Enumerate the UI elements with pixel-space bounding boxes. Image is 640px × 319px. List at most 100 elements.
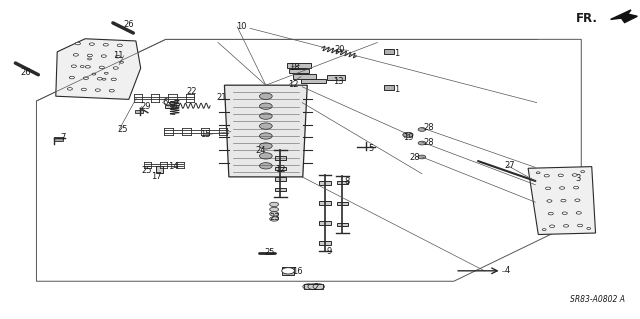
- Circle shape: [564, 225, 568, 227]
- Text: 4: 4: [505, 266, 510, 275]
- Circle shape: [572, 174, 577, 176]
- Circle shape: [259, 123, 272, 129]
- Circle shape: [308, 284, 319, 289]
- Text: 12: 12: [288, 80, 299, 89]
- Circle shape: [575, 199, 580, 202]
- Bar: [54, 137, 63, 141]
- Circle shape: [282, 268, 294, 274]
- Polygon shape: [292, 74, 316, 79]
- Text: 1: 1: [394, 85, 399, 94]
- Polygon shape: [282, 267, 294, 275]
- Circle shape: [269, 212, 278, 216]
- Text: 2: 2: [314, 283, 319, 292]
- Text: 22: 22: [186, 87, 196, 96]
- Circle shape: [101, 55, 106, 57]
- Text: 25: 25: [141, 166, 152, 175]
- Polygon shape: [319, 181, 331, 185]
- Circle shape: [102, 78, 106, 80]
- Circle shape: [418, 141, 426, 145]
- Text: 28: 28: [409, 153, 420, 162]
- Circle shape: [561, 199, 566, 202]
- Polygon shape: [337, 223, 348, 226]
- Text: 23: 23: [269, 212, 280, 222]
- Text: FR.: FR.: [576, 12, 598, 25]
- Circle shape: [418, 155, 426, 159]
- Circle shape: [587, 227, 591, 229]
- Circle shape: [117, 44, 122, 47]
- Polygon shape: [384, 49, 394, 54]
- Circle shape: [95, 89, 100, 91]
- Circle shape: [90, 43, 94, 45]
- Text: 12: 12: [275, 165, 286, 174]
- Circle shape: [269, 202, 278, 207]
- Circle shape: [577, 224, 582, 227]
- Text: 20: 20: [334, 45, 344, 54]
- Text: 1: 1: [394, 49, 399, 58]
- Circle shape: [92, 73, 96, 75]
- Text: 19: 19: [403, 133, 413, 143]
- Polygon shape: [319, 201, 331, 205]
- Text: 8: 8: [344, 177, 349, 186]
- Circle shape: [74, 54, 79, 56]
- Text: 18: 18: [289, 63, 300, 72]
- Text: 27: 27: [505, 161, 515, 170]
- Circle shape: [403, 132, 413, 137]
- Circle shape: [559, 187, 564, 189]
- Circle shape: [548, 212, 554, 215]
- Circle shape: [85, 65, 90, 68]
- Text: 25: 25: [117, 125, 128, 134]
- Circle shape: [418, 128, 426, 131]
- Polygon shape: [301, 79, 326, 83]
- Circle shape: [536, 172, 540, 174]
- Polygon shape: [319, 241, 331, 245]
- Polygon shape: [275, 167, 286, 170]
- Circle shape: [109, 89, 115, 92]
- Circle shape: [259, 133, 272, 139]
- Polygon shape: [384, 85, 394, 90]
- Polygon shape: [289, 69, 309, 73]
- Text: 10: 10: [236, 22, 246, 31]
- Text: 13: 13: [333, 77, 344, 85]
- Circle shape: [269, 217, 278, 221]
- Text: 24: 24: [255, 146, 266, 155]
- Circle shape: [580, 171, 584, 173]
- Polygon shape: [156, 166, 163, 173]
- Text: 16: 16: [292, 267, 303, 276]
- Text: SR83-A0802 A: SR83-A0802 A: [570, 295, 625, 304]
- Text: 5: 5: [369, 144, 374, 153]
- Circle shape: [120, 61, 124, 63]
- Text: 7: 7: [60, 133, 65, 143]
- Circle shape: [76, 42, 81, 45]
- Circle shape: [103, 43, 108, 46]
- Text: 26: 26: [20, 68, 31, 77]
- Circle shape: [88, 58, 92, 60]
- Circle shape: [111, 78, 116, 81]
- Circle shape: [259, 163, 272, 169]
- Polygon shape: [275, 177, 286, 181]
- Circle shape: [99, 66, 104, 69]
- Text: 9: 9: [326, 247, 332, 256]
- Text: 29: 29: [140, 102, 151, 111]
- Circle shape: [259, 153, 272, 159]
- Circle shape: [545, 187, 550, 189]
- Polygon shape: [337, 202, 348, 205]
- Circle shape: [550, 225, 555, 227]
- Text: 6: 6: [162, 98, 167, 107]
- Circle shape: [547, 200, 552, 202]
- Circle shape: [67, 88, 72, 90]
- Circle shape: [87, 54, 92, 57]
- Text: 21: 21: [217, 93, 227, 102]
- Text: 26: 26: [124, 20, 134, 29]
- Circle shape: [573, 186, 579, 189]
- Polygon shape: [275, 156, 286, 160]
- Circle shape: [80, 66, 84, 67]
- Text: 25: 25: [264, 248, 275, 257]
- Circle shape: [81, 88, 86, 91]
- Text: 11: 11: [113, 51, 124, 60]
- Polygon shape: [225, 85, 307, 177]
- Circle shape: [259, 113, 272, 119]
- Circle shape: [269, 207, 278, 212]
- Polygon shape: [275, 188, 286, 191]
- Text: 15: 15: [200, 130, 211, 139]
- Polygon shape: [56, 39, 141, 100]
